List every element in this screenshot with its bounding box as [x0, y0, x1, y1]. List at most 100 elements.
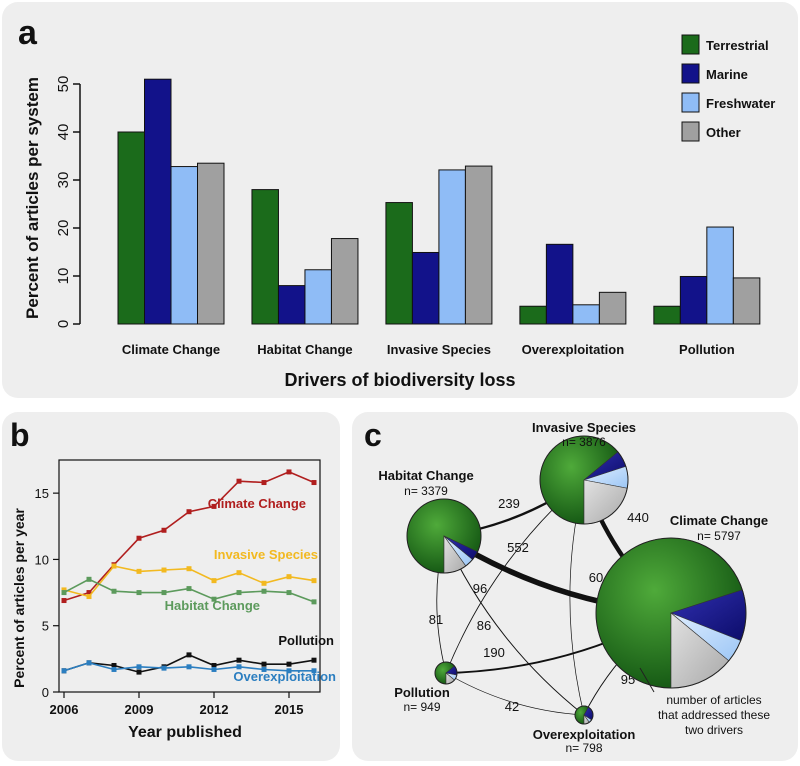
- node-label-invasive: Invasive Species: [532, 420, 636, 435]
- point-climate-change: [86, 590, 92, 596]
- category-label-pollution: Pollution: [679, 342, 735, 357]
- point-habitat-change: [161, 590, 167, 596]
- node-climate: [595, 537, 747, 689]
- legend-label-freshwater: Freshwater: [706, 96, 775, 111]
- category-label-habitat-change: Habitat Change: [257, 342, 352, 357]
- point-climate-change: [186, 509, 192, 515]
- bar-habitat-change-other: [330, 238, 359, 325]
- annotation-text: number of articles that addressed these tw…: [658, 693, 770, 737]
- bar-habitat-change-freshwater: [304, 269, 332, 325]
- y-tick-label: 5: [42, 619, 49, 634]
- bar-overexploitation-marine: [545, 243, 574, 325]
- point-climate-change: [161, 527, 167, 533]
- point-invasive-species: [211, 578, 217, 584]
- point-habitat-change: [186, 586, 192, 592]
- x-axis-label: Year published: [128, 724, 242, 741]
- node-count-habitat: n= 3379: [404, 484, 448, 498]
- legend-swatch-terrestrial: [681, 34, 700, 55]
- point-overexploitation: [111, 666, 117, 672]
- panel-c: c 239 440 552 86 60 81 96 190 42 95 Habitat Chang…: [352, 412, 798, 761]
- point-habitat-change: [261, 588, 267, 594]
- plot-frame: [58, 459, 321, 693]
- bar-climate-change-marine: [144, 78, 172, 325]
- point-pollution: [211, 662, 217, 668]
- point-overexploitation: [286, 668, 292, 674]
- bar-overexploitation-terrestrial: [519, 305, 547, 325]
- edge-label-habitat-pollution: 81: [429, 612, 443, 627]
- point-overexploitation: [236, 664, 242, 670]
- panel-label-c: c: [364, 417, 382, 453]
- y-tick-label: 0: [42, 685, 49, 700]
- legend-label-terrestrial: Terrestrial: [706, 38, 769, 53]
- edge-label-invasive-pollution: 86: [477, 618, 491, 633]
- panel-label-a: a: [18, 14, 38, 52]
- point-overexploitation: [136, 664, 142, 670]
- bar-overexploitation-freshwater: [572, 304, 600, 325]
- y-tick-label: 10: [35, 552, 49, 567]
- legend-label-marine: Marine: [706, 67, 748, 82]
- y-tick-label: 30: [55, 172, 72, 189]
- point-invasive-species: [286, 574, 292, 580]
- legend-swatch-marine: [681, 63, 700, 84]
- x-axis-label: Drivers of biodiversity loss: [284, 370, 515, 390]
- point-pollution: [186, 652, 192, 658]
- node-pollution: [434, 661, 458, 685]
- legend-swatch-freshwater: [681, 92, 700, 113]
- panel-label-b: b: [10, 417, 30, 453]
- y-tick-label: 0: [55, 320, 72, 328]
- series-label-climate-change: Climate Change: [208, 496, 306, 511]
- y-tick-label: 10: [55, 268, 72, 285]
- point-habitat-change: [136, 590, 142, 596]
- category-label-climate-change: Climate Change: [122, 342, 220, 357]
- bar-climate-change-terrestrial: [117, 131, 145, 325]
- edge-label-habitat-overexploitation: 96: [473, 581, 487, 596]
- point-pollution: [111, 662, 117, 668]
- point-invasive-species: [161, 567, 167, 573]
- point-climate-change: [61, 598, 67, 604]
- bar-overexploitation-other: [598, 291, 627, 325]
- y-tick-label: 50: [55, 76, 72, 93]
- annotation-pointer: [639, 667, 655, 693]
- bar-climate-change-other: [197, 162, 225, 325]
- point-overexploitation: [261, 666, 267, 672]
- point-invasive-species: [261, 580, 267, 586]
- edge-label-invasive-overexploitation: 60: [589, 570, 603, 585]
- point-overexploitation: [211, 666, 217, 672]
- x-tick-label: 2015: [275, 702, 304, 717]
- node-outline-overexploitation: [574, 705, 594, 725]
- edge-label-pollution-overexploitation: 42: [505, 699, 519, 714]
- bar-chart-drivers: a Percent of articles per system Drivers…: [18, 14, 775, 390]
- bar-invasive-species-other: [464, 165, 493, 325]
- node-label-overexploitation: Overexploitation: [533, 727, 636, 742]
- node-outline-habitat: [406, 498, 482, 574]
- bar-invasive-species-marine: [411, 251, 440, 325]
- node-count-climate: n= 5797: [697, 529, 741, 543]
- point-habitat-change: [211, 596, 217, 602]
- panel-a: a Percent of articles per system Drivers…: [2, 2, 798, 398]
- node-label-pollution: Pollution: [394, 685, 450, 700]
- point-overexploitation: [311, 668, 317, 674]
- line-chart-years: b Percent of articles per year Year publ…: [10, 417, 336, 741]
- bar-pollution-terrestrial: [653, 305, 681, 325]
- point-climate-change: [311, 480, 317, 486]
- edge-label-habitat-invasive: 239: [498, 496, 520, 511]
- category-label-overexploitation: Overexploitation: [522, 342, 625, 357]
- point-habitat-change: [86, 576, 92, 582]
- point-habitat-change: [111, 588, 117, 594]
- point-overexploitation: [186, 664, 192, 670]
- x-tick-label: 2009: [125, 702, 154, 717]
- node-overexploitation: [574, 705, 594, 725]
- node-label-habitat: Habitat Change: [378, 468, 473, 483]
- bar-pollution-other: [732, 277, 761, 325]
- x-tick-label: 2012: [200, 702, 229, 717]
- bar-invasive-species-freshwater: [438, 169, 466, 325]
- series-label-pollution: Pollution: [278, 633, 334, 648]
- point-invasive-species: [236, 570, 242, 576]
- point-pollution: [136, 669, 142, 675]
- series-label-overexploitation: Overexploitation: [233, 669, 336, 684]
- series-label-habitat-change: Habitat Change: [165, 598, 260, 613]
- node-outline-pollution: [434, 661, 458, 685]
- point-climate-change: [261, 480, 267, 486]
- node-habitat: [406, 498, 482, 574]
